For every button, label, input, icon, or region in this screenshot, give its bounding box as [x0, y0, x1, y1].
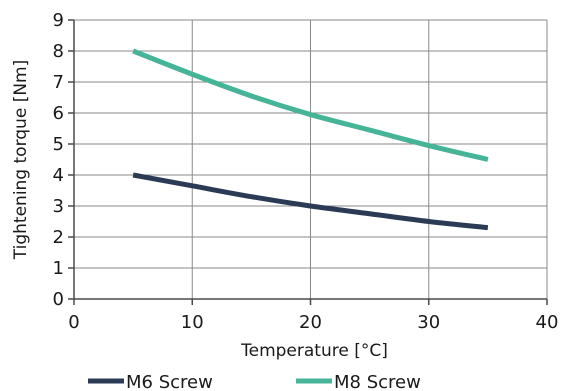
grid [74, 19, 548, 299]
y-tick-label: 9 [53, 10, 64, 31]
y-tick-label: 8 [53, 41, 64, 62]
x-tick-label: 30 [417, 312, 440, 333]
y-tick-label: 6 [53, 103, 64, 124]
series-line-m6-screw [132, 172, 489, 231]
y-tick-labels: 0 1 2 3 4 5 6 7 8 9 [53, 10, 64, 310]
y-tick-label: 2 [53, 227, 64, 248]
y-tick-label: 4 [53, 165, 64, 186]
x-tick-label: 0 [68, 312, 79, 333]
y-tick-label: 7 [53, 72, 64, 93]
axes [68, 19, 548, 305]
x-axis-title: Temperature [°C] [240, 341, 388, 361]
x-tick-label: 40 [536, 312, 559, 333]
x-tick-labels: 0 10 20 30 40 [68, 312, 558, 333]
y-tick-label: 5 [53, 134, 64, 155]
legend-label-m6-screw: M6 Screw [126, 372, 213, 391]
y-tick-label: 1 [53, 258, 64, 279]
series-line-m8-screw [132, 48, 489, 162]
series-lines [132, 48, 489, 231]
x-tick-label: 20 [299, 312, 322, 333]
y-tick-label: 0 [53, 289, 64, 310]
x-tick-label: 10 [181, 312, 204, 333]
y-tick-label: 3 [53, 196, 64, 217]
legend: M6 Screw M8 Screw [88, 372, 421, 391]
legend-label-m8-screw: M8 Screw [334, 372, 421, 391]
y-axis-title: Tightening torque [Nm] [11, 60, 31, 260]
